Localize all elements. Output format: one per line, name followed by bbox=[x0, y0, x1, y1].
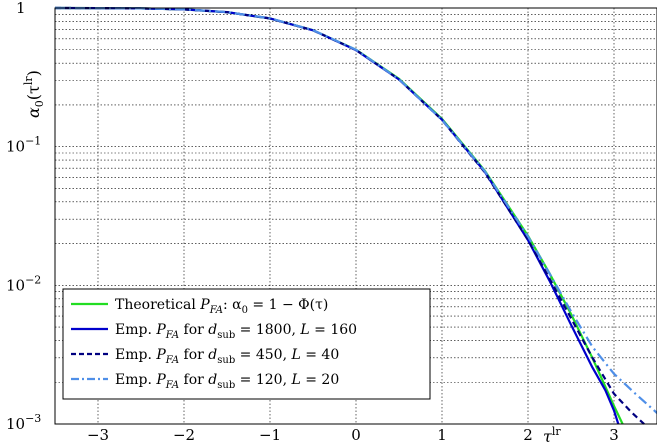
legend-label-3: Emp. PFA for dsub = 450, L = 40 bbox=[115, 347, 339, 366]
legend: Theoretical PFA: α0 = 1 − Φ(τ) Emp. PFA f… bbox=[62, 288, 431, 400]
series-group bbox=[54, 6, 657, 425]
y-tick-label: 10−3 bbox=[6, 412, 41, 433]
legend-label-2: Emp. PFA for dsub = 1800, L = 160 bbox=[115, 322, 357, 341]
x-axis-label-base: τ bbox=[543, 427, 553, 442]
y-tick-label: 10−2 bbox=[6, 273, 41, 294]
x-axis-label: τlr bbox=[543, 425, 561, 442]
x-axis-label-sup: lr bbox=[552, 425, 562, 438]
y-axis-label-close: ) bbox=[24, 70, 43, 76]
legend-box bbox=[62, 288, 431, 400]
y-axis-label-base: α bbox=[24, 107, 43, 118]
y-tick-label: 1 bbox=[16, 0, 26, 17]
x-tick-label: 3 bbox=[609, 426, 619, 442]
y-axis-label-sub: 0 bbox=[33, 100, 46, 107]
legend-label-4: Emp. PFA for dsub = 120, L = 20 bbox=[115, 372, 339, 391]
y-tick-label: 10−1 bbox=[6, 135, 41, 156]
x-tick-label: −2 bbox=[173, 426, 195, 442]
legend-label-1: Theoretical PFA: α0 = 1 − Φ(τ) bbox=[115, 297, 328, 316]
plot-frame bbox=[54, 7, 657, 425]
y-axis-label: α0(τlr) bbox=[22, 70, 46, 118]
tick-labels: −3 −2 −1 0 1 2 3 10−3 10−2 10−1 1 bbox=[6, 0, 619, 442]
x-tick-label: −3 bbox=[87, 426, 109, 442]
series-line-4 bbox=[54, 6, 657, 414]
y-axis-label-paren: (τ bbox=[24, 85, 43, 100]
x-tick-label: 1 bbox=[437, 426, 447, 442]
x-tick-label: 0 bbox=[351, 426, 361, 442]
y-axis-label-sup: lr bbox=[22, 76, 35, 86]
x-tick-label: 2 bbox=[523, 426, 533, 442]
x-tick-label: −1 bbox=[259, 426, 281, 442]
